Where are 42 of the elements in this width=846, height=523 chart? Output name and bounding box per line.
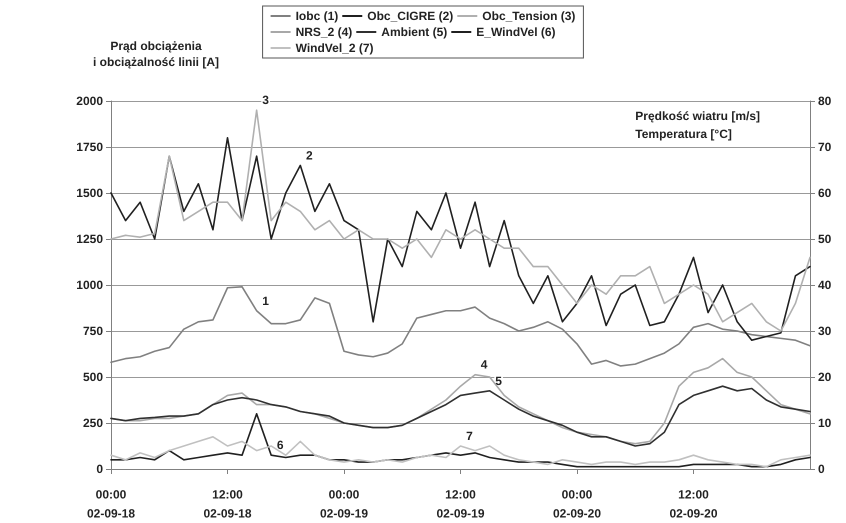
x-tick-label: 12:00 02-09-19 [436, 488, 485, 520]
annotation: 3 [262, 93, 270, 108]
y-tick-label: 250 [82, 416, 104, 430]
legend-label: Ambient (5) [381, 25, 448, 39]
y2-axis-title: Prędkość wiatru [m/s] Temperatura [°C] [635, 109, 760, 141]
line-series [110, 413, 811, 468]
annotation: 4 [480, 358, 488, 372]
x-tick-label: 00:00 02-09-18 [86, 488, 136, 520]
annotation: 5 [495, 374, 502, 388]
legend-label: Iobc (1) [296, 9, 338, 23]
annotation: 6 [276, 438, 284, 452]
x-tick-label: 12:00 02-09-18 [203, 488, 252, 520]
y2-tick-label: 30 [818, 324, 832, 338]
y-tick-label: 1250 [76, 232, 104, 246]
y-tick-label: 0 [96, 462, 104, 476]
y2-tick-label: 10 [818, 416, 832, 430]
legend-label: E_WindVel (6) [476, 25, 556, 39]
legend-label: Obc_Tension (3) [482, 9, 576, 23]
y2-tick-label: 80 [818, 94, 832, 108]
y2-tick-label: 40 [818, 278, 832, 292]
x-tick-label: 00:00 02-09-20 [552, 488, 602, 520]
y2-tick-label: 0 [818, 462, 825, 476]
y-tick-label: 1750 [76, 140, 104, 154]
line-series [110, 109, 811, 332]
y-tick-label: 1000 [76, 278, 104, 292]
y-tick-label: 500 [82, 370, 104, 384]
annotation: 2 [306, 148, 313, 162]
y2-tick-label: 20 [818, 370, 832, 384]
y2-tick-label: 70 [818, 140, 832, 154]
annotation: 7 [466, 429, 474, 443]
y2-tick-label: 50 [818, 232, 832, 246]
y-axis-title: Prąd obciążenia i obciążalność linii [A] [92, 39, 220, 69]
legend-label: Obc_CIGRE (2) [367, 9, 454, 23]
y-tick-label: 2000 [76, 94, 104, 108]
x-tick-label: 00:00 02-09-19 [320, 488, 368, 520]
annotation: 1 [262, 294, 270, 308]
y-tick-label: 1500 [76, 186, 104, 200]
y2-tick-label: 60 [818, 186, 832, 200]
legend-label: WindVel_2 (7) [296, 41, 374, 55]
x-tick-label: 12:00 02-09-20 [669, 488, 718, 520]
y-tick-label: 750 [82, 324, 104, 338]
legend-label: NRS_2 (4) [296, 25, 352, 39]
